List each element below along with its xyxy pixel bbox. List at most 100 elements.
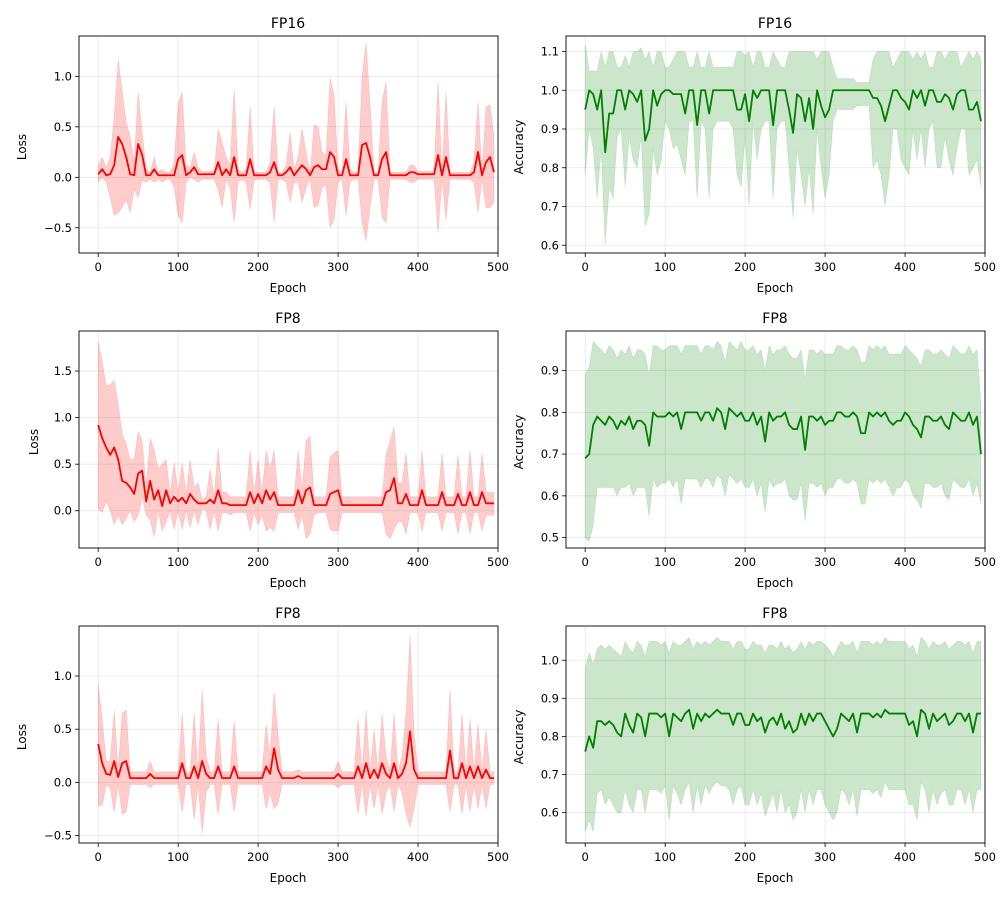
axes-frame [78, 330, 499, 549]
x-tick-label: 0 [582, 850, 589, 864]
x-tick-label: 0 [95, 555, 102, 569]
subplot-title: FP8 [762, 311, 787, 327]
x-tick-label: 500 [487, 555, 509, 569]
subplot-title: FP8 [762, 606, 787, 622]
subplot-fp16-loss: 0 100 200 300 400 500 −0.5 0.0 0.5 1.0 FP16 Epoch… [15, 16, 509, 295]
x-tick-label: 500 [974, 260, 996, 274]
y-tick-label: 1.0 [541, 83, 559, 97]
y-tick-label: 0.9 [541, 122, 559, 136]
x-tick-label: 400 [407, 260, 429, 274]
plot-area: 0 100 200 300 400 500 0.5 0.6 0.7 0.8 0.9 [541, 330, 996, 569]
std-band [97, 635, 495, 834]
x-tick-label: 400 [894, 260, 916, 274]
axes-frame [565, 35, 986, 254]
x-tick-label: 300 [327, 260, 349, 274]
mean-line [584, 708, 981, 752]
x-tick-label: 300 [814, 260, 836, 274]
y-tick-label: 1.1 [541, 45, 559, 59]
mean-line [584, 89, 982, 154]
y-tick-label: 0.0 [54, 170, 72, 184]
y-tick-label: 0.6 [541, 238, 559, 252]
x-axis-label: Epoch [270, 576, 307, 590]
y-axis-label: Accuracy [512, 120, 526, 175]
subplot-title: FP16 [758, 16, 792, 32]
x-tick-label: 500 [974, 850, 996, 864]
y-tick-label: 0.6 [541, 806, 559, 820]
plot-area: 0 100 200 300 400 500 0.6 0.7 0.8 0.9 1.0 [541, 625, 996, 864]
std-band [97, 43, 495, 241]
subplot-fp8-loss-1: 0 100 200 300 400 500 0.0 0.5 1.0 1.5 FP8 Epoch L… [27, 311, 509, 590]
x-tick-label: 400 [894, 850, 916, 864]
plot-area: 0 100 200 300 400 500 −0.5 0.0 0.5 1.0 [44, 35, 509, 274]
x-tick-label: 400 [894, 555, 916, 569]
plot-area: 0 100 200 300 400 500 0.6 0.7 0.8 0.9 1.0 1.1 [541, 35, 996, 274]
x-tick-label: 100 [167, 555, 189, 569]
y-tick-label: 0.5 [54, 457, 72, 471]
y-tick-label: 0.5 [54, 722, 72, 736]
mean-line [97, 424, 494, 507]
x-tick-label: 200 [734, 260, 756, 274]
y-axis-label: Loss [15, 724, 29, 750]
x-axis-label: Epoch [270, 871, 307, 885]
y-tick-label: 0.5 [541, 531, 559, 545]
x-tick-label: 300 [814, 555, 836, 569]
x-tick-label: 300 [327, 555, 349, 569]
y-tick-label: 0.8 [541, 729, 559, 743]
y-axis-label: Loss [27, 429, 41, 455]
x-tick-label: 200 [247, 850, 269, 864]
x-axis-label: Epoch [270, 281, 307, 295]
y-axis-label: Accuracy [512, 415, 526, 470]
y-tick-label: 0.5 [54, 120, 72, 134]
plot-area: 0 100 200 300 400 500 −0.5 0.0 0.5 1.0 [44, 625, 509, 864]
x-tick-label: 400 [407, 850, 429, 864]
subplot-fp8-accuracy-2: 0 100 200 300 400 500 0.6 0.7 0.8 0.9 1.0 FP8 Epoc… [512, 606, 996, 885]
y-tick-label: 0.8 [541, 161, 559, 175]
x-tick-label: 200 [247, 260, 269, 274]
y-tick-label: 0.7 [541, 200, 559, 214]
axes-frame [565, 625, 986, 844]
x-tick-label: 100 [654, 850, 676, 864]
y-tick-label: −0.5 [44, 221, 72, 235]
x-tick-label: 0 [582, 260, 589, 274]
y-tick-label: 0.9 [541, 364, 559, 378]
x-tick-label: 500 [487, 260, 509, 274]
x-tick-label: 100 [167, 850, 189, 864]
y-tick-label: 0.6 [541, 489, 559, 503]
y-tick-label: 0.7 [541, 767, 559, 781]
x-tick-label: 500 [487, 850, 509, 864]
axes-frame [78, 35, 499, 254]
y-axis-label: Loss [15, 134, 29, 160]
x-tick-label: 400 [407, 555, 429, 569]
plot-area: 0 100 200 300 400 500 0.0 0.5 1.0 1.5 [54, 330, 509, 569]
x-tick-label: 100 [654, 555, 676, 569]
x-tick-label: 100 [167, 260, 189, 274]
x-tick-label: 300 [814, 850, 836, 864]
y-tick-label: 1.5 [54, 364, 72, 378]
subplot-title: FP8 [275, 606, 300, 622]
axes-frame [565, 330, 986, 549]
std-band [584, 43, 982, 246]
y-tick-label: 1.0 [54, 669, 72, 683]
x-tick-label: 300 [327, 850, 349, 864]
y-tick-label: −0.5 [44, 829, 72, 843]
x-tick-label: 100 [654, 260, 676, 274]
x-tick-label: 200 [734, 555, 756, 569]
subplot-title: FP8 [275, 311, 300, 327]
y-tick-label: 0.0 [54, 504, 72, 518]
x-tick-label: 0 [95, 260, 102, 274]
x-tick-label: 0 [582, 555, 589, 569]
subplot-title: FP16 [271, 16, 305, 32]
y-tick-label: 1.0 [54, 411, 72, 425]
y-tick-label: 1.0 [54, 69, 72, 83]
x-axis-label: Epoch [757, 871, 794, 885]
subplot-fp8-loss-2: 0 100 200 300 400 500−0.50.00.51.0 FP8 Epoch … [15, 606, 509, 885]
y-tick-label: 1.0 [541, 653, 559, 667]
x-tick-label: 500 [974, 555, 996, 569]
mean-line [97, 730, 494, 780]
y-tick-label: 0.8 [541, 405, 559, 419]
subplot-fp8-accuracy-1: 0 100 200 300 400 500 0.5 0.6 0.7 0.8 0.9 FP8 Epoc… [512, 311, 996, 590]
mean-line [97, 136, 495, 177]
